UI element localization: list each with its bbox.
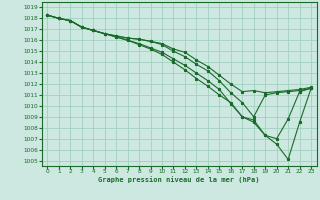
X-axis label: Graphe pression niveau de la mer (hPa): Graphe pression niveau de la mer (hPa) [99,176,260,183]
